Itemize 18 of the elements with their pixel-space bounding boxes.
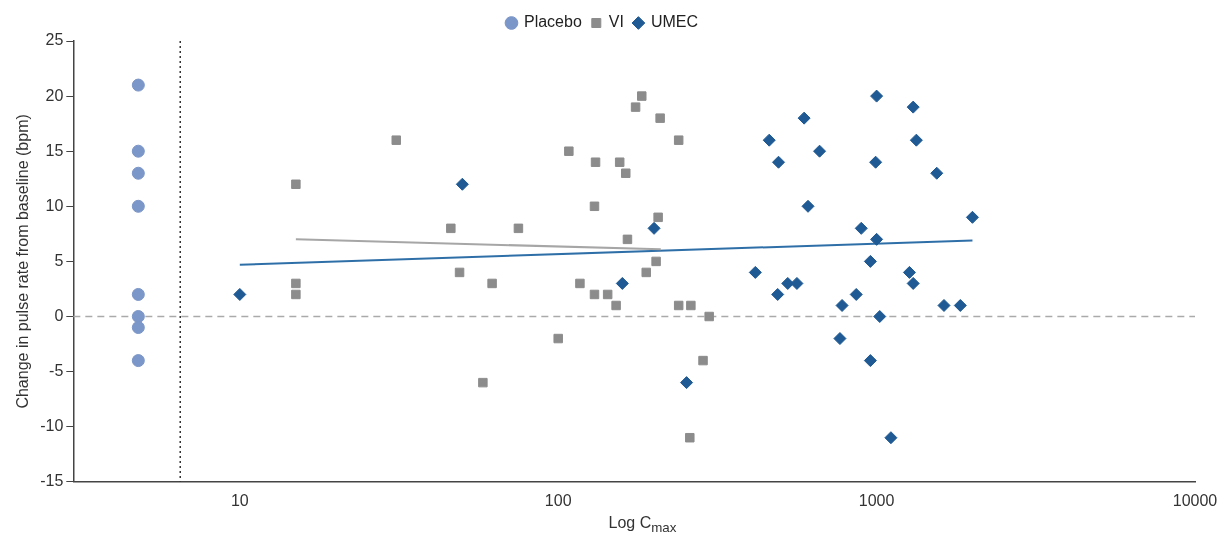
y-tick-label: -5 [49, 362, 64, 380]
y-tick-label: 15 [45, 141, 64, 159]
legend-label: Placebo [523, 13, 582, 31]
x-axis-title: Log C$_{max}$ [607, 514, 678, 536]
x-tick-label: 10000 [1172, 491, 1218, 509]
y-tick-label: 0 [54, 306, 64, 324]
legend-label: UMEC [650, 13, 699, 31]
y-tick-label: 10 [45, 196, 64, 214]
x-tick-label: 100 [544, 491, 572, 509]
x-tick-label: 1000 [858, 491, 895, 509]
y-tick-label: 5 [54, 251, 64, 269]
x-tick-label: 10 [230, 491, 249, 509]
y-tick-label: -10 [40, 417, 64, 435]
y-tick-label: -15 [40, 472, 64, 490]
legend-label: VI [608, 13, 624, 31]
y-tick-label: 20 [45, 86, 64, 104]
y-axis-title: Change in pulse rate from baseline (bpm) [14, 114, 32, 409]
y-tick-label: 25 [45, 31, 64, 49]
